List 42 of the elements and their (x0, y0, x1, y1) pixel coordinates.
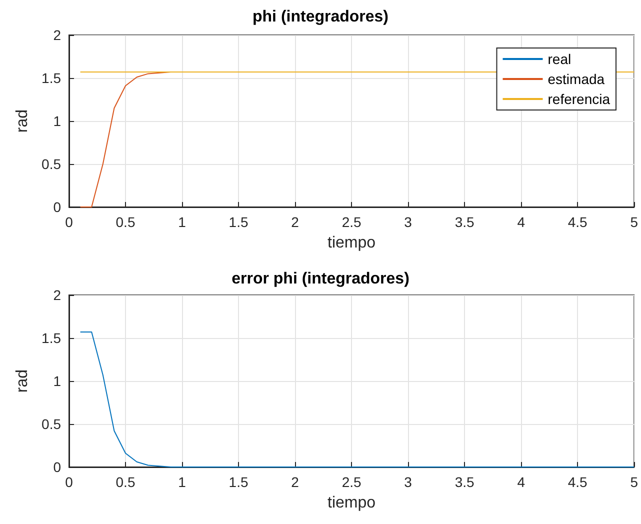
x-tick-label: 0.5 (116, 214, 136, 230)
y-axis-title: rad (14, 109, 32, 133)
y-tick-label: 0.5 (42, 156, 62, 172)
chart-title: phi (integradores) (252, 8, 389, 26)
x-tick-label: 4 (517, 214, 526, 230)
x-axis-title: tiempo (328, 234, 376, 252)
y-tick-label: 0 (53, 199, 62, 215)
x-tick-label: 3.5 (454, 214, 475, 230)
x-tick-label: 1 (178, 474, 186, 490)
chart-title: error phi (integradores) (232, 270, 410, 288)
y-tick-label: 0.5 (42, 416, 62, 432)
y-tick-label: 1.5 (42, 330, 62, 346)
y-tick-label: 0 (53, 459, 62, 475)
x-axis-title: tiempo (328, 494, 376, 512)
y-tick-label: 1 (53, 113, 62, 129)
legend-label: real (548, 51, 572, 67)
line-series (80, 331, 635, 468)
x-tick-label: 3 (404, 474, 412, 490)
legend-label: referencia (548, 91, 610, 107)
x-tick-label: 2.5 (342, 474, 362, 490)
x-tick-label: 2 (291, 214, 300, 230)
y-tick-label: 2 (53, 287, 62, 303)
x-tick-label: 3.5 (454, 474, 475, 490)
x-tick-label: 1.5 (228, 474, 248, 490)
x-tick-label: 0 (65, 214, 74, 230)
legend-label: estimada (548, 71, 605, 87)
x-tick-label: 0 (65, 474, 74, 490)
x-tick-label: 4.5 (568, 474, 588, 490)
x-tick-label: 1.5 (228, 214, 248, 230)
y-tick-label: 1 (53, 373, 62, 389)
x-tick-label: 2.5 (342, 214, 362, 230)
x-tick-label: 4 (517, 474, 526, 490)
x-tick-label: 0.5 (116, 474, 136, 490)
x-tick-label: 5 (630, 474, 638, 490)
y-tick-label: 1.5 (42, 70, 62, 86)
y-axis-title: rad (14, 369, 32, 393)
x-tick-label: 4.5 (568, 214, 588, 230)
x-tick-label: 5 (630, 214, 638, 230)
x-tick-label: 2 (291, 474, 300, 490)
x-tick-label: 1 (178, 214, 186, 230)
x-tick-label: 3 (404, 214, 412, 230)
y-tick-label: 2 (53, 27, 62, 43)
